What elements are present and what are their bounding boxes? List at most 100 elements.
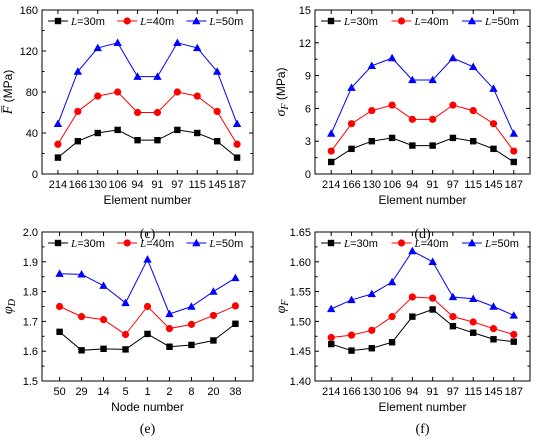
data-point <box>408 246 417 255</box>
legend-var: L <box>484 238 491 250</box>
x-tick-label: 5 <box>122 386 128 398</box>
series-line <box>331 296 514 338</box>
legend-value: =50m <box>215 16 243 28</box>
data-point <box>133 108 142 117</box>
data-point <box>133 72 142 80</box>
x-tick-label: 130 <box>363 179 381 191</box>
legend-marker <box>467 238 477 247</box>
data-point <box>328 340 335 348</box>
x-tick-label: 38 <box>229 386 241 398</box>
data-point <box>489 324 498 333</box>
data-point <box>327 129 336 137</box>
data-point <box>469 318 477 326</box>
data-point <box>428 75 437 84</box>
legend-var: L <box>70 238 77 250</box>
x-tick-label: 145 <box>484 386 502 398</box>
series-line <box>57 42 238 124</box>
data-point <box>153 72 162 80</box>
data-point <box>231 302 240 310</box>
series-line <box>330 57 515 134</box>
data-point <box>490 145 497 153</box>
data-point <box>387 53 397 62</box>
legend-value: =40m <box>146 16 174 28</box>
data-point <box>449 322 457 330</box>
data-point <box>409 142 416 149</box>
data-point <box>144 330 151 338</box>
legend-var: L <box>413 16 420 28</box>
data-point <box>213 138 221 145</box>
data-point <box>388 101 396 109</box>
x-tick-label: 1 <box>144 386 150 398</box>
data-point <box>429 294 437 302</box>
data-point <box>77 270 86 278</box>
y-tick-label: 2.0 <box>23 227 38 239</box>
y-tick-label: 1.5 <box>23 376 38 388</box>
x-tick-label: 91 <box>427 179 439 191</box>
y-tick-label: 1.9 <box>23 257 38 269</box>
data-point <box>122 346 129 353</box>
data-point <box>166 343 173 350</box>
y-tick-label: 6 <box>305 103 311 115</box>
data-point <box>449 134 457 142</box>
plot-frame <box>314 231 531 382</box>
x-tick-label: 106 <box>108 179 126 191</box>
data-point <box>210 337 217 344</box>
legend-var: L <box>484 16 491 28</box>
data-point <box>347 331 356 339</box>
legend-value: =30m <box>350 238 378 250</box>
series-L=40m <box>55 302 240 339</box>
data-point <box>165 309 174 318</box>
panel-label: (f) <box>416 422 430 437</box>
data-point <box>489 302 498 310</box>
y-axis-unit: (MPa) <box>1 70 15 106</box>
legend-entry: L=40m <box>139 16 174 28</box>
legend-var: L <box>208 16 215 28</box>
legend-entry: L=50m <box>484 16 519 28</box>
legend-var: L <box>343 16 350 28</box>
data-point <box>209 311 218 320</box>
y-tick-label: 1.65 <box>290 227 311 239</box>
legend: L=30m L=40m L=50m <box>321 16 519 28</box>
y-axis-subscript: D <box>7 298 18 307</box>
data-point <box>194 129 201 137</box>
x-axis-label: Node number <box>111 400 184 414</box>
data-point <box>368 326 376 334</box>
series-line <box>59 305 236 336</box>
data-point <box>173 88 181 96</box>
data-point <box>153 108 162 117</box>
data-point <box>187 302 196 310</box>
series-line <box>57 129 238 158</box>
data-point <box>408 115 416 123</box>
data-point <box>347 83 356 91</box>
data-point <box>54 140 62 148</box>
x-tick-label: 115 <box>464 386 482 398</box>
y-axis-label: σF (MPa) <box>274 67 291 116</box>
x-tick-label: 94 <box>406 179 418 191</box>
x-tick-label: 94 <box>131 179 143 191</box>
series-line <box>330 104 515 152</box>
legend-var: L <box>139 16 146 28</box>
data-point <box>99 316 108 324</box>
legend-value: =40m <box>421 238 449 250</box>
data-point <box>56 328 63 336</box>
x-tick-label: 187 <box>505 386 523 398</box>
y-tick-label: 12 <box>299 38 311 50</box>
y-axis-symbol: F̅ <box>1 105 16 116</box>
plot-frame <box>314 9 531 175</box>
data-point <box>74 107 82 116</box>
data-point <box>94 92 102 100</box>
x-tick-label: 97 <box>171 179 183 191</box>
x-tick-label: 20 <box>207 386 219 398</box>
x-tick-label: 145 <box>484 179 502 191</box>
x-tick-label: 2 <box>166 386 172 398</box>
data-point <box>449 313 457 321</box>
data-point <box>233 154 241 161</box>
x-tick-label: 91 <box>427 386 439 398</box>
series-L=30m <box>328 306 517 354</box>
data-point <box>469 294 478 302</box>
data-point <box>78 347 85 354</box>
data-point <box>449 101 457 109</box>
legend-marker <box>192 238 201 247</box>
data-point <box>327 333 335 342</box>
x-tick-label: 50 <box>53 386 65 398</box>
